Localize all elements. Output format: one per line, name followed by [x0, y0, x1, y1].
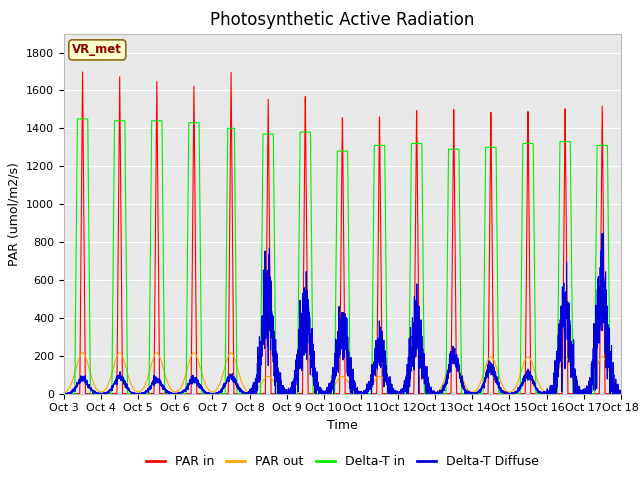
- PAR out: [60, 390, 68, 396]
- Delta-T Diffuse: [60, 391, 68, 396]
- Delta-T Diffuse: [583, 391, 591, 396]
- PAR in: [616, 391, 624, 396]
- Line: Delta-T Diffuse: Delta-T Diffuse: [64, 233, 621, 394]
- Delta-T in: [74, 116, 81, 122]
- Delta-T in: [617, 391, 625, 396]
- Delta-T Diffuse: [467, 391, 475, 396]
- Line: PAR in: PAR in: [64, 72, 621, 394]
- PAR out: [161, 369, 168, 374]
- PAR in: [161, 391, 168, 396]
- PAR in: [617, 391, 625, 396]
- Delta-T Diffuse: [160, 384, 168, 390]
- Delta-T Diffuse: [436, 389, 444, 395]
- PAR in: [322, 391, 330, 396]
- Delta-T in: [322, 391, 330, 396]
- Delta-T in: [161, 346, 168, 352]
- PAR in: [467, 391, 475, 396]
- Delta-T Diffuse: [499, 388, 506, 394]
- PAR out: [499, 384, 507, 389]
- X-axis label: Time: Time: [327, 419, 358, 432]
- PAR out: [616, 390, 624, 396]
- PAR out: [79, 350, 86, 356]
- PAR in: [436, 391, 444, 396]
- Delta-T in: [436, 391, 444, 396]
- Legend: PAR in, PAR out, Delta-T in, Delta-T Diffuse: PAR in, PAR out, Delta-T in, Delta-T Dif…: [141, 450, 544, 473]
- Line: Delta-T in: Delta-T in: [64, 119, 621, 394]
- PAR out: [617, 390, 625, 396]
- Y-axis label: PAR (umol/m2/s): PAR (umol/m2/s): [8, 162, 20, 265]
- PAR in: [499, 391, 507, 396]
- Delta-T Diffuse: [599, 230, 607, 236]
- Delta-T Diffuse: [616, 389, 624, 395]
- Delta-T Diffuse: [322, 391, 330, 396]
- Delta-T in: [467, 391, 475, 396]
- Text: VR_met: VR_met: [72, 43, 122, 56]
- PAR out: [357, 390, 365, 396]
- Title: Photosynthetic Active Radiation: Photosynthetic Active Radiation: [210, 11, 475, 29]
- PAR out: [322, 390, 330, 396]
- Delta-T Diffuse: [617, 387, 625, 393]
- PAR in: [60, 391, 68, 396]
- PAR in: [79, 69, 86, 75]
- Delta-T in: [499, 391, 507, 396]
- Delta-T in: [616, 391, 624, 396]
- Delta-T in: [60, 391, 68, 396]
- PAR out: [468, 389, 476, 395]
- Line: PAR out: PAR out: [64, 353, 621, 393]
- PAR out: [436, 385, 444, 391]
